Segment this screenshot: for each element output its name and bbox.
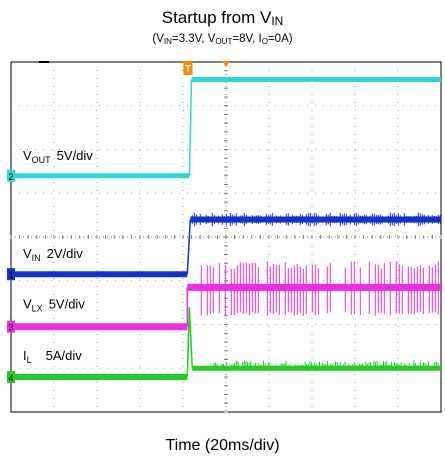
subtitle-segment-2: =3.3V, V (171, 33, 216, 45)
trace-label-name: V (23, 148, 32, 163)
channel-marker-label-1: 1 (8, 270, 13, 280)
trace-label-scale: 5V/div (57, 148, 94, 163)
trace-label-subscript: IN (32, 253, 41, 263)
subtitle-segment-5: O (261, 37, 268, 46)
il-ripple (211, 360, 440, 370)
vlx-switching (200, 261, 439, 316)
channel-marker-label-4: 4 (8, 373, 13, 383)
il-inrush-spike (186, 306, 194, 378)
trigger-marker-label: T (185, 64, 191, 75)
trace-label-scale: 5V/div (49, 297, 86, 312)
channel-marker-1 (7, 268, 15, 281)
subtitle-segment-6: =0A) (267, 33, 293, 45)
trace-label-name: V (23, 297, 32, 312)
chart-title-subscript: IN (271, 14, 284, 28)
trace-label-scale: 5A/div (46, 348, 83, 363)
channel-marker-label-3: 3 (8, 323, 13, 333)
trace-label-ch2: VOUT 5V/div (23, 148, 93, 165)
trace-label-name: V (23, 246, 32, 261)
subtitle-segment-4: =8V, I (232, 33, 262, 45)
trigger-marker (183, 61, 193, 75)
trace-label-ch4: IL 5A/div (23, 348, 82, 365)
trace-label-ch3: VLX 5V/div (23, 297, 85, 314)
trace-label-subscript: L (27, 355, 32, 365)
subtitle-segment-3: OUT (215, 37, 233, 46)
vin-noise (191, 212, 441, 227)
channel-marker-2 (7, 169, 15, 182)
vout-trace-rise (188, 79, 193, 176)
x-axis-label: Time (20ms/div) (165, 437, 280, 454)
chart-subtitle: (VIN=3.3V, VOUT=8V, IO=0A) (0, 32, 445, 49)
channel-marker-4 (7, 371, 15, 383)
trace-label-subscript: OUT (32, 155, 52, 165)
trace-label-ch1: VIN 2V/div (23, 246, 83, 263)
subtitle-segment-1: IN (163, 37, 172, 46)
channel-marker-label-2: 2 (8, 172, 13, 182)
channel-marker-3 (7, 320, 15, 333)
trigger-position-arrow (222, 61, 230, 67)
vin-trace-rise (186, 219, 192, 275)
trace-label-scale: 2V/div (47, 246, 84, 261)
chart-title: Startup from VIN (0, 8, 445, 31)
trace-label-name: I (23, 348, 27, 363)
subtitle-segment-0: (V (152, 33, 164, 45)
trace-label-subscript: LX (32, 304, 43, 314)
chart-title-main: Startup from V (161, 8, 272, 27)
